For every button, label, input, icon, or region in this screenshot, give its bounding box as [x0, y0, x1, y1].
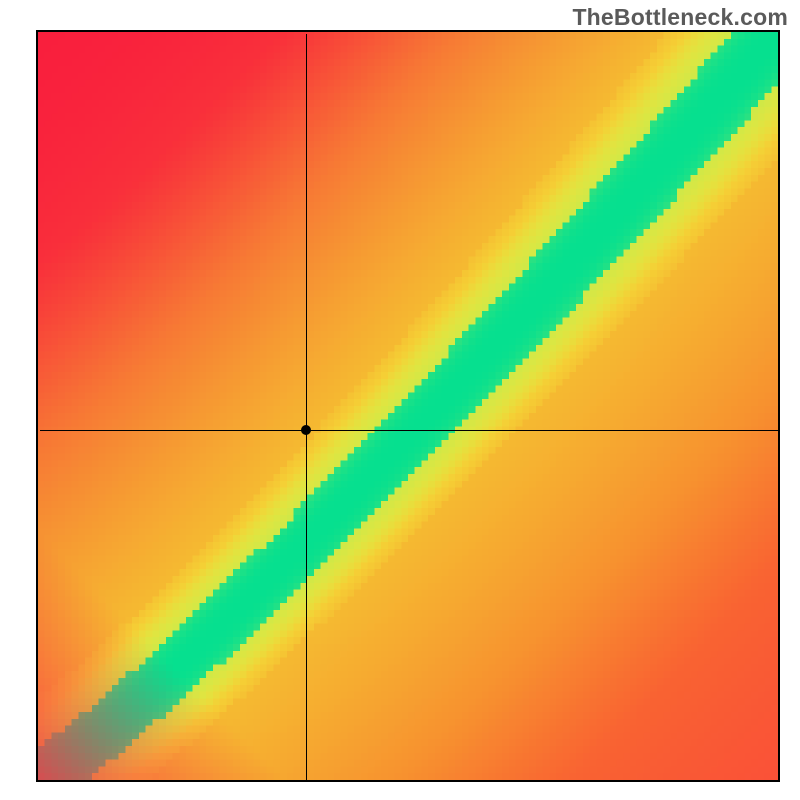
- watermark-text: TheBottleneck.com: [572, 4, 788, 31]
- heatmap-canvas: [38, 32, 778, 780]
- plot-frame: [36, 30, 780, 782]
- chart-container: TheBottleneck.com: [0, 0, 800, 800]
- crosshair-horizontal: [40, 430, 780, 431]
- crosshair-vertical: [306, 34, 307, 782]
